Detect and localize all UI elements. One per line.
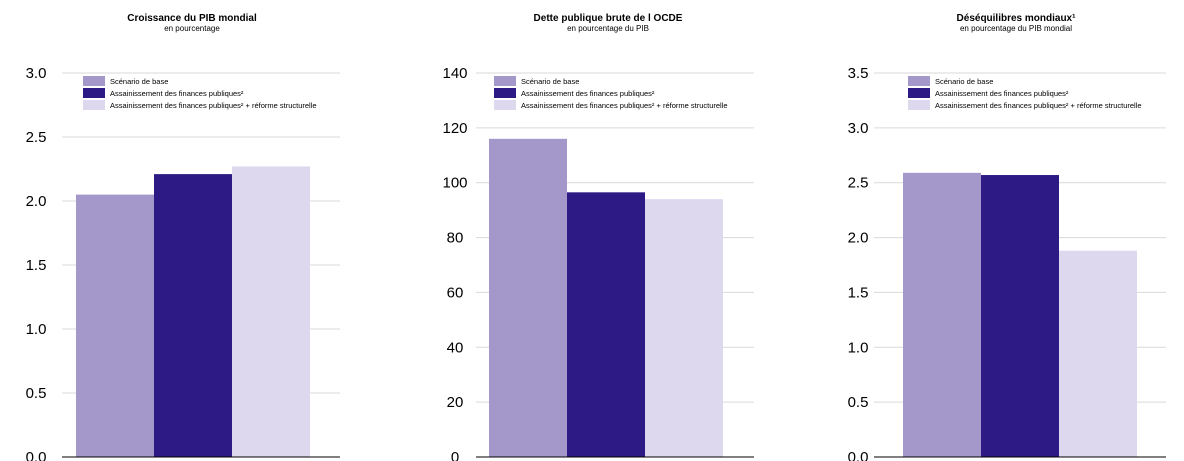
legend-swatch bbox=[83, 100, 105, 110]
legend-swatch bbox=[908, 100, 930, 110]
legend-swatch bbox=[494, 76, 516, 86]
chart-subtitle: en pourcentage bbox=[164, 24, 220, 33]
legend-swatch bbox=[908, 88, 930, 98]
chart-subtitle: en pourcentage du PIB bbox=[567, 24, 649, 33]
y-tick-label: 1.5 bbox=[848, 284, 869, 301]
y-tick-label: 0 bbox=[451, 449, 459, 461]
legend-swatch bbox=[494, 88, 516, 98]
y-tick-label: 100 bbox=[442, 175, 467, 192]
legend-label: Assainissement des finances publiques² +… bbox=[521, 101, 728, 110]
bar-3 bbox=[232, 166, 310, 457]
legend-swatch bbox=[83, 76, 105, 86]
legend-label: Assainissement des finances publiques² bbox=[521, 89, 655, 98]
legend-swatch bbox=[908, 76, 930, 86]
legend-label: Assainissement des finances publiques² bbox=[110, 89, 244, 98]
y-tick-label: 0.5 bbox=[848, 394, 869, 411]
legend-swatch bbox=[494, 100, 516, 110]
y-tick-label: 3.0 bbox=[26, 65, 47, 82]
y-tick-label: 2.5 bbox=[848, 175, 869, 192]
legend-label: Assainissement des finances publiques² +… bbox=[110, 101, 317, 110]
y-tick-label: 3.0 bbox=[848, 120, 869, 137]
bar-2 bbox=[567, 192, 645, 458]
y-tick-label: 0.0 bbox=[848, 449, 869, 461]
y-tick-label: 60 bbox=[447, 284, 464, 301]
bar-3 bbox=[645, 199, 723, 457]
y-tick-label: 1.5 bbox=[26, 257, 47, 274]
y-tick-label: 1.0 bbox=[848, 339, 869, 356]
legend-label: Scénario de base bbox=[521, 77, 579, 86]
y-tick-label: 40 bbox=[447, 339, 464, 356]
chart-title: Dette publique brute de l OCDE bbox=[534, 13, 683, 24]
bar-2 bbox=[154, 174, 232, 457]
y-tick-label: 0.5 bbox=[26, 385, 47, 402]
chart-subtitle: en pourcentage du PIB mondial bbox=[960, 24, 1072, 33]
legend-swatch bbox=[83, 88, 105, 98]
y-tick-label: 20 bbox=[447, 394, 464, 411]
legend-label: Assainissement des finances publiques² bbox=[935, 89, 1069, 98]
chart-title: Croissance du PIB mondial bbox=[127, 13, 257, 24]
bar-2 bbox=[981, 175, 1059, 457]
y-tick-label: 0.0 bbox=[26, 449, 47, 461]
y-tick-label: 3.5 bbox=[848, 65, 869, 82]
y-tick-label: 2.0 bbox=[848, 230, 869, 247]
bar-1 bbox=[76, 194, 154, 457]
bar-3 bbox=[1059, 250, 1137, 457]
y-tick-label: 1.0 bbox=[26, 321, 47, 338]
legend-label: Scénario de base bbox=[110, 77, 168, 86]
y-tick-label: 2.0 bbox=[26, 193, 47, 210]
legend-label: Assainissement des finances publiques² +… bbox=[935, 101, 1142, 110]
y-tick-label: 120 bbox=[442, 120, 467, 137]
y-tick-label: 140 bbox=[442, 65, 467, 82]
y-tick-label: 2.5 bbox=[26, 129, 47, 146]
bar-1 bbox=[903, 172, 981, 457]
bar-1 bbox=[489, 138, 567, 458]
chart-title: Déséquilibres mondiaux¹ bbox=[957, 13, 1077, 24]
legend-label: Scénario de base bbox=[935, 77, 993, 86]
y-tick-label: 80 bbox=[447, 230, 464, 247]
